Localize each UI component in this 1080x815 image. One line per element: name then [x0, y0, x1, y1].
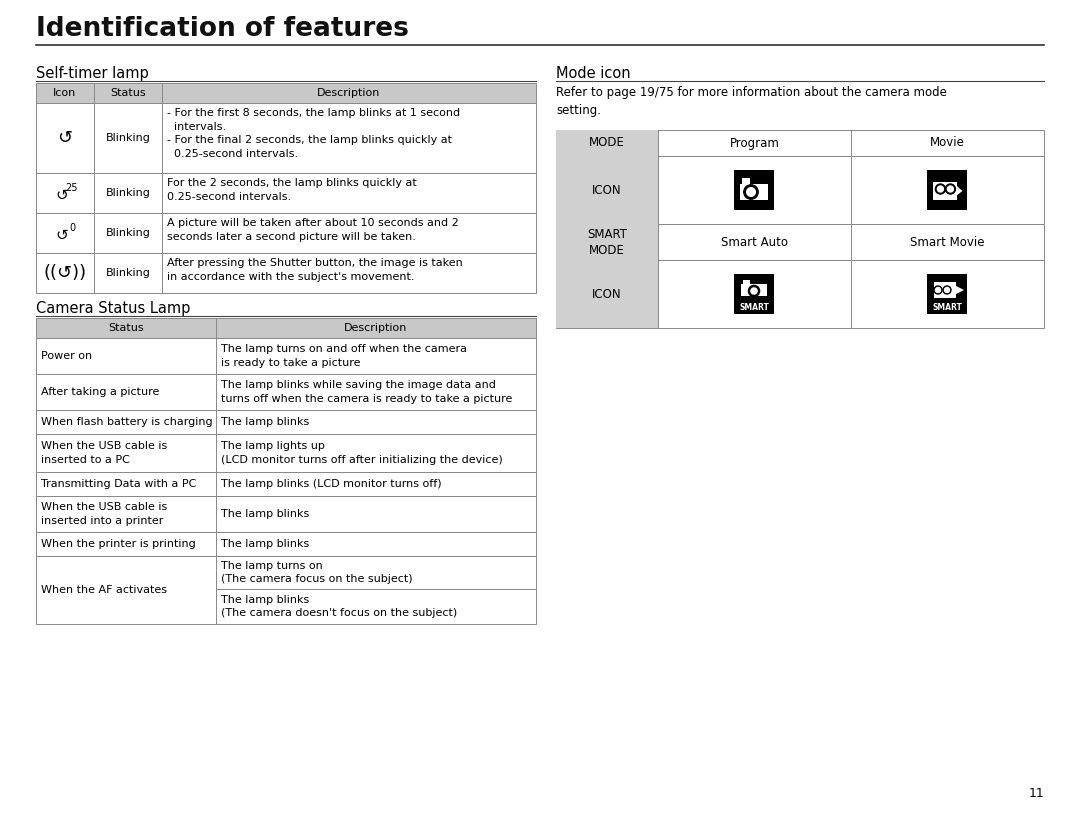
Text: - For the first 8 seconds, the lamp blinks at 1 second
  intervals.
- For the fi: - For the first 8 seconds, the lamp blin… [167, 108, 460, 159]
Bar [743, 280, 751, 284]
Text: ↺: ↺ [56, 227, 68, 243]
Text: For the 2 seconds, the lamp blinks quickly at
0.25-second intervals.: For the 2 seconds, the lamp blinks quick… [167, 178, 417, 201]
Text: The lamp blinks: The lamp blinks [221, 417, 309, 427]
Text: Smart Movie: Smart Movie [910, 236, 985, 249]
Bar [36, 472, 536, 496]
Bar [36, 556, 536, 624]
Bar [556, 260, 1044, 328]
Text: After pressing the Shutter button, the image is taken
in accordance with the sub: After pressing the Shutter button, the i… [167, 258, 462, 282]
Circle shape [943, 286, 951, 294]
Text: ↺: ↺ [56, 187, 68, 202]
Bar [740, 184, 768, 200]
Polygon shape [954, 183, 962, 198]
Text: Program: Program [730, 136, 780, 149]
Text: The lamp blinks: The lamp blinks [221, 539, 309, 549]
Text: When flash battery is charging: When flash battery is charging [41, 417, 213, 427]
Bar [556, 260, 658, 328]
Bar [734, 170, 774, 210]
Circle shape [744, 185, 758, 199]
Bar [36, 410, 536, 434]
Text: The lamp blinks (LCD monitor turns off): The lamp blinks (LCD monitor turns off) [221, 479, 442, 489]
Text: Self-timer lamp: Self-timer lamp [36, 66, 149, 81]
Text: SMART
MODE: SMART MODE [588, 227, 627, 257]
Text: Movie: Movie [930, 136, 964, 149]
Circle shape [937, 186, 944, 192]
Bar [734, 274, 774, 314]
Circle shape [751, 288, 757, 294]
Bar [36, 434, 536, 472]
Text: Transmitting Data with a PC: Transmitting Data with a PC [41, 479, 197, 489]
Text: Blinking: Blinking [106, 133, 150, 143]
Circle shape [945, 184, 956, 194]
Circle shape [947, 186, 954, 192]
Text: ICON: ICON [592, 288, 622, 301]
Text: ((↺)): ((↺)) [43, 264, 86, 282]
Bar [36, 532, 536, 556]
Text: MODE: MODE [589, 136, 625, 149]
Text: p: p [759, 190, 767, 200]
Text: Camera Status Lamp: Camera Status Lamp [36, 301, 190, 316]
Bar [36, 83, 536, 103]
Circle shape [746, 187, 755, 196]
Text: When the AF activates: When the AF activates [41, 585, 167, 595]
Text: ↺: ↺ [57, 129, 72, 147]
Bar [556, 156, 1044, 224]
Bar [556, 224, 658, 260]
Text: Blinking: Blinking [106, 188, 150, 198]
Bar [36, 103, 536, 173]
Bar [36, 253, 536, 293]
Text: When the USB cable is
inserted to a PC: When the USB cable is inserted to a PC [41, 442, 167, 465]
Text: The lamp blinks while saving the image data and
turns off when the camera is rea: The lamp blinks while saving the image d… [221, 381, 512, 403]
Circle shape [748, 285, 759, 297]
Bar [36, 338, 536, 374]
Bar [742, 178, 751, 184]
Circle shape [934, 286, 942, 294]
Bar [36, 213, 536, 253]
Text: The lamp blinks
(The camera doesn't focus on the subject): The lamp blinks (The camera doesn't focu… [221, 595, 457, 618]
Text: Mode icon: Mode icon [556, 66, 631, 81]
Text: ICON: ICON [592, 183, 622, 196]
Bar [556, 130, 1044, 156]
Bar [556, 130, 658, 156]
Text: Status: Status [110, 88, 146, 98]
Bar [36, 173, 536, 213]
Text: A picture will be taken after about 10 seconds and 2
seconds later a second pict: A picture will be taken after about 10 s… [167, 218, 459, 241]
Bar [556, 224, 1044, 260]
Text: 25: 25 [66, 183, 78, 193]
Text: Blinking: Blinking [106, 268, 150, 278]
Text: Identification of features: Identification of features [36, 16, 409, 42]
Text: The lamp turns on
(The camera focus on the subject): The lamp turns on (The camera focus on t… [221, 561, 413, 584]
Text: Description: Description [318, 88, 380, 98]
Text: Icon: Icon [53, 88, 77, 98]
Text: When the printer is printing: When the printer is printing [41, 539, 195, 549]
Text: Blinking: Blinking [106, 228, 150, 238]
Circle shape [935, 184, 945, 194]
Bar [36, 374, 536, 410]
Text: After taking a picture: After taking a picture [41, 387, 160, 397]
Bar [927, 274, 967, 314]
Text: SMART: SMART [932, 302, 962, 311]
Text: SMART: SMART [739, 302, 769, 311]
Bar [933, 182, 957, 200]
Text: 11: 11 [1028, 787, 1044, 800]
Text: The lamp blinks: The lamp blinks [221, 509, 309, 519]
Text: Refer to page 19/75 for more information about the camera mode
setting.: Refer to page 19/75 for more information… [556, 86, 947, 117]
Text: When the USB cable is
inserted into a printer: When the USB cable is inserted into a pr… [41, 502, 167, 526]
Text: The lamp turns on and off when the camera
is ready to take a picture: The lamp turns on and off when the camer… [221, 345, 467, 368]
Bar [927, 170, 967, 210]
Circle shape [945, 288, 949, 293]
Text: Power on: Power on [41, 351, 92, 361]
Bar [556, 156, 658, 224]
Text: The lamp lights up
(LCD monitor turns off after initializing the device): The lamp lights up (LCD monitor turns of… [221, 442, 503, 465]
Circle shape [935, 288, 941, 293]
Bar [36, 318, 536, 338]
Text: 0: 0 [69, 223, 76, 233]
Text: Description: Description [345, 323, 407, 333]
Text: Status: Status [108, 323, 144, 333]
Bar [741, 284, 767, 297]
Polygon shape [953, 284, 964, 296]
Text: Smart Auto: Smart Auto [721, 236, 788, 249]
Bar [934, 283, 956, 297]
Bar [36, 496, 536, 532]
